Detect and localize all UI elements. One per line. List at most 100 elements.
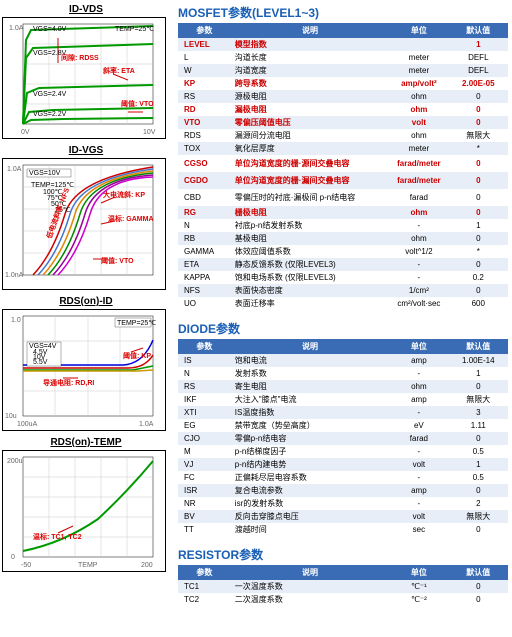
- table-row: CGSO单位沟道宽度的栅·源间交叠电容farad/meter0: [178, 155, 508, 172]
- table-row: N衬底p-n结发射系数-1: [178, 219, 508, 232]
- resistor-table: 参数说明单位默认值 TC1一次温度系数℃⁻¹0TC2二次温度系数℃⁻²0: [178, 565, 508, 606]
- svg-text:0: 0: [11, 554, 15, 561]
- svg-text:1.0A: 1.0A: [9, 25, 24, 32]
- table-row: ETA静态反馈系数 (仅限LEVEL3)-0: [178, 258, 508, 271]
- table-row: CGDO单位沟道宽度的栅·漏间交叠电容farad/meter0: [178, 172, 508, 189]
- chart-id-vds: ID-VDS: [2, 4, 170, 139]
- table-row: ISR复合电流参数amp0: [178, 484, 508, 497]
- svg-text:VGS=10V: VGS=10V: [29, 170, 61, 177]
- table-header: 默认值: [449, 23, 508, 38]
- table-row: CJO零偏p-n结电容farad0: [178, 432, 508, 445]
- chart-canvas: VGS=4V 4.5V 10V 5.5V TEMP=25℃ 阈值: KP 导通电…: [2, 309, 166, 431]
- table-row: TOX氧化层厚度meter*: [178, 142, 508, 155]
- svg-text:阈值: KP: 阈值: KP: [123, 351, 151, 360]
- table-row: GAMMA体效应阈值系数volt^1/2*: [178, 245, 508, 258]
- table-header: 参数: [178, 565, 231, 580]
- table-row: RDS漏源间分流电阻ohm無限大: [178, 129, 508, 142]
- svg-text:1.0A: 1.0A: [7, 166, 22, 173]
- table-header: 默认值: [449, 565, 508, 580]
- table-header: 参数: [178, 339, 231, 354]
- table-row: XTIIS温度指数-3: [178, 406, 508, 419]
- table-header: 单位: [389, 23, 448, 38]
- chart-rds-id: RDS(on)-ID VGS=4V 4.5V 10V 5.5V: [2, 296, 170, 431]
- chart-canvas: 温标: TC1, TC2 200u 0 -50 TEMP 200: [2, 450, 166, 572]
- table-row: RS源极电阻ohm0: [178, 90, 508, 103]
- table-row: KAPPA饱和电场系数 (仅限LEVEL3)-0.2: [178, 271, 508, 284]
- svg-text:100uA: 100uA: [17, 421, 38, 428]
- chart-canvas: VGS=10V TEMP=125℃ 100℃ 75℃ 50℃ 25℃ 大电流斜:…: [2, 158, 166, 290]
- table-header: 默认值: [449, 339, 508, 354]
- table-row: TT渡越时间sec0: [178, 523, 508, 536]
- table-row: BV反向击穿膝点电压volt無限大: [178, 510, 508, 523]
- svg-text:TEMP=25℃: TEMP=25℃: [115, 26, 154, 33]
- table-header: 说明: [231, 565, 389, 580]
- svg-text:VGS=4.0V: VGS=4.0V: [33, 26, 67, 33]
- table-row: Mp-n结梯度因子-0.5: [178, 445, 508, 458]
- svg-text:1.0A: 1.0A: [139, 421, 154, 428]
- table-row: RB基极电阻ohm0: [178, 232, 508, 245]
- table-row: RS寄生电阻ohm0: [178, 380, 508, 393]
- table-row: VTO零偏压阈值电压volt0: [178, 116, 508, 129]
- diode-section: DIODE参数 参数说明单位默认值 IS饱和电流amp1.00E-14N发射系数…: [178, 320, 508, 536]
- svg-text:阈值: VTO: 阈值: VTO: [121, 99, 154, 108]
- svg-text:TEMP=125℃: TEMP=125℃: [31, 182, 74, 189]
- svg-text:斜率: ETA: 斜率: ETA: [102, 66, 135, 75]
- table-header: 说明: [231, 339, 389, 354]
- svg-text:200u: 200u: [7, 458, 23, 465]
- svg-text:阈值: VTO: 阈值: VTO: [101, 256, 134, 265]
- table-header: 说明: [231, 23, 389, 38]
- chart-title: ID-VGS: [2, 145, 170, 156]
- svg-text:1.0nA: 1.0nA: [5, 272, 24, 279]
- svg-text:VGS=2.2V: VGS=2.2V: [33, 111, 67, 118]
- svg-text:温标: TC1, TC2: 温标: TC1, TC2: [33, 532, 82, 541]
- chart-title: ID-VDS: [2, 4, 170, 15]
- svg-text:10u: 10u: [5, 413, 17, 420]
- svg-text:5.5V: 5.5V: [33, 359, 48, 366]
- table-row: TC1一次温度系数℃⁻¹0: [178, 580, 508, 593]
- table-header: 参数: [178, 23, 231, 38]
- section-title: RESISTOR参数: [178, 546, 508, 563]
- table-row: NRisr的发射系数-2: [178, 497, 508, 510]
- svg-text:1.0: 1.0: [11, 317, 21, 324]
- svg-text:10V: 10V: [143, 129, 156, 136]
- chart-title: RDS(on)-TEMP: [2, 437, 170, 448]
- svg-text:0V: 0V: [21, 129, 30, 136]
- table-row: W沟道宽度meterDEFL: [178, 64, 508, 77]
- svg-text:TEMP: TEMP: [78, 562, 98, 569]
- table-row: L沟道长度meterDEFL: [178, 51, 508, 64]
- section-title: MOSFET参数(LEVEL1~3): [178, 4, 508, 21]
- svg-text:200: 200: [141, 562, 153, 569]
- svg-text:大电流斜: KP: 大电流斜: KP: [103, 190, 145, 199]
- svg-text:TEMP=25℃: TEMP=25℃: [117, 320, 156, 327]
- table-row: RG栅极电阻ohm0: [178, 206, 508, 219]
- chart-title: RDS(on)-ID: [2, 296, 170, 307]
- svg-text:VGS=2.4V: VGS=2.4V: [33, 91, 67, 98]
- table-row: IS饱和电流amp1.00E-14: [178, 354, 508, 367]
- section-title: DIODE参数: [178, 320, 508, 337]
- table-row: UO表面迁移率cm²/volt·sec600: [178, 297, 508, 310]
- table-row: EG禁带宽度（势垒高度）eV1.11: [178, 419, 508, 432]
- table-row: RD漏极电阻ohm0: [178, 103, 508, 116]
- table-row: NFS表面快态密度1/cm²0: [178, 284, 508, 297]
- mosfet-table: 参数说明单位默认值 LEVEL模型指数1L沟道长度meterDEFLW沟道宽度m…: [178, 23, 508, 310]
- table-header: 单位: [389, 339, 448, 354]
- resistor-section: RESISTOR参数 参数说明单位默认值 TC1一次温度系数℃⁻¹0TC2二次温…: [178, 546, 508, 606]
- mosfet-section: MOSFET参数(LEVEL1~3) 参数说明单位默认值 LEVEL模型指数1L…: [178, 4, 508, 310]
- svg-text:温标: GAMMA: 温标: GAMMA: [108, 214, 154, 223]
- table-row: N发射系数-1: [178, 367, 508, 380]
- diode-table: 参数说明单位默认值 IS饱和电流amp1.00E-14N发射系数-1RS寄生电阻…: [178, 339, 508, 536]
- table-row: KP跨导系数amp/volt²2.00E-05: [178, 77, 508, 90]
- table-header: 单位: [389, 565, 448, 580]
- chart-id-vgs: ID-VGS: [2, 145, 170, 290]
- svg-text:间隙: RDSS: 间隙: RDSS: [61, 53, 99, 62]
- table-row: FC正偏耗尽层电容系数-0.5: [178, 471, 508, 484]
- table-row: TC2二次温度系数℃⁻²0: [178, 593, 508, 606]
- svg-text:导通电阻: RD,RI: 导通电阻: RD,RI: [43, 378, 94, 387]
- svg-text:-50: -50: [21, 562, 31, 569]
- chart-canvas: VGS=4.0V VGS=2.8V VGS=2.4V VGS=2.2V TEMP…: [2, 17, 166, 139]
- table-row: LEVEL模型指数1: [178, 38, 508, 51]
- table-row: IKF大注入"膝点"电流amp無限大: [178, 393, 508, 406]
- table-row: VJp-n结内建电势volt1: [178, 458, 508, 471]
- chart-rds-temp: RDS(on)-TEMP 温标: TC1, TC2 200u 0 -50 TEM…: [2, 437, 170, 572]
- table-row: CBD零偏压时的衬底·漏极间 p-n结电容farad0: [178, 189, 508, 206]
